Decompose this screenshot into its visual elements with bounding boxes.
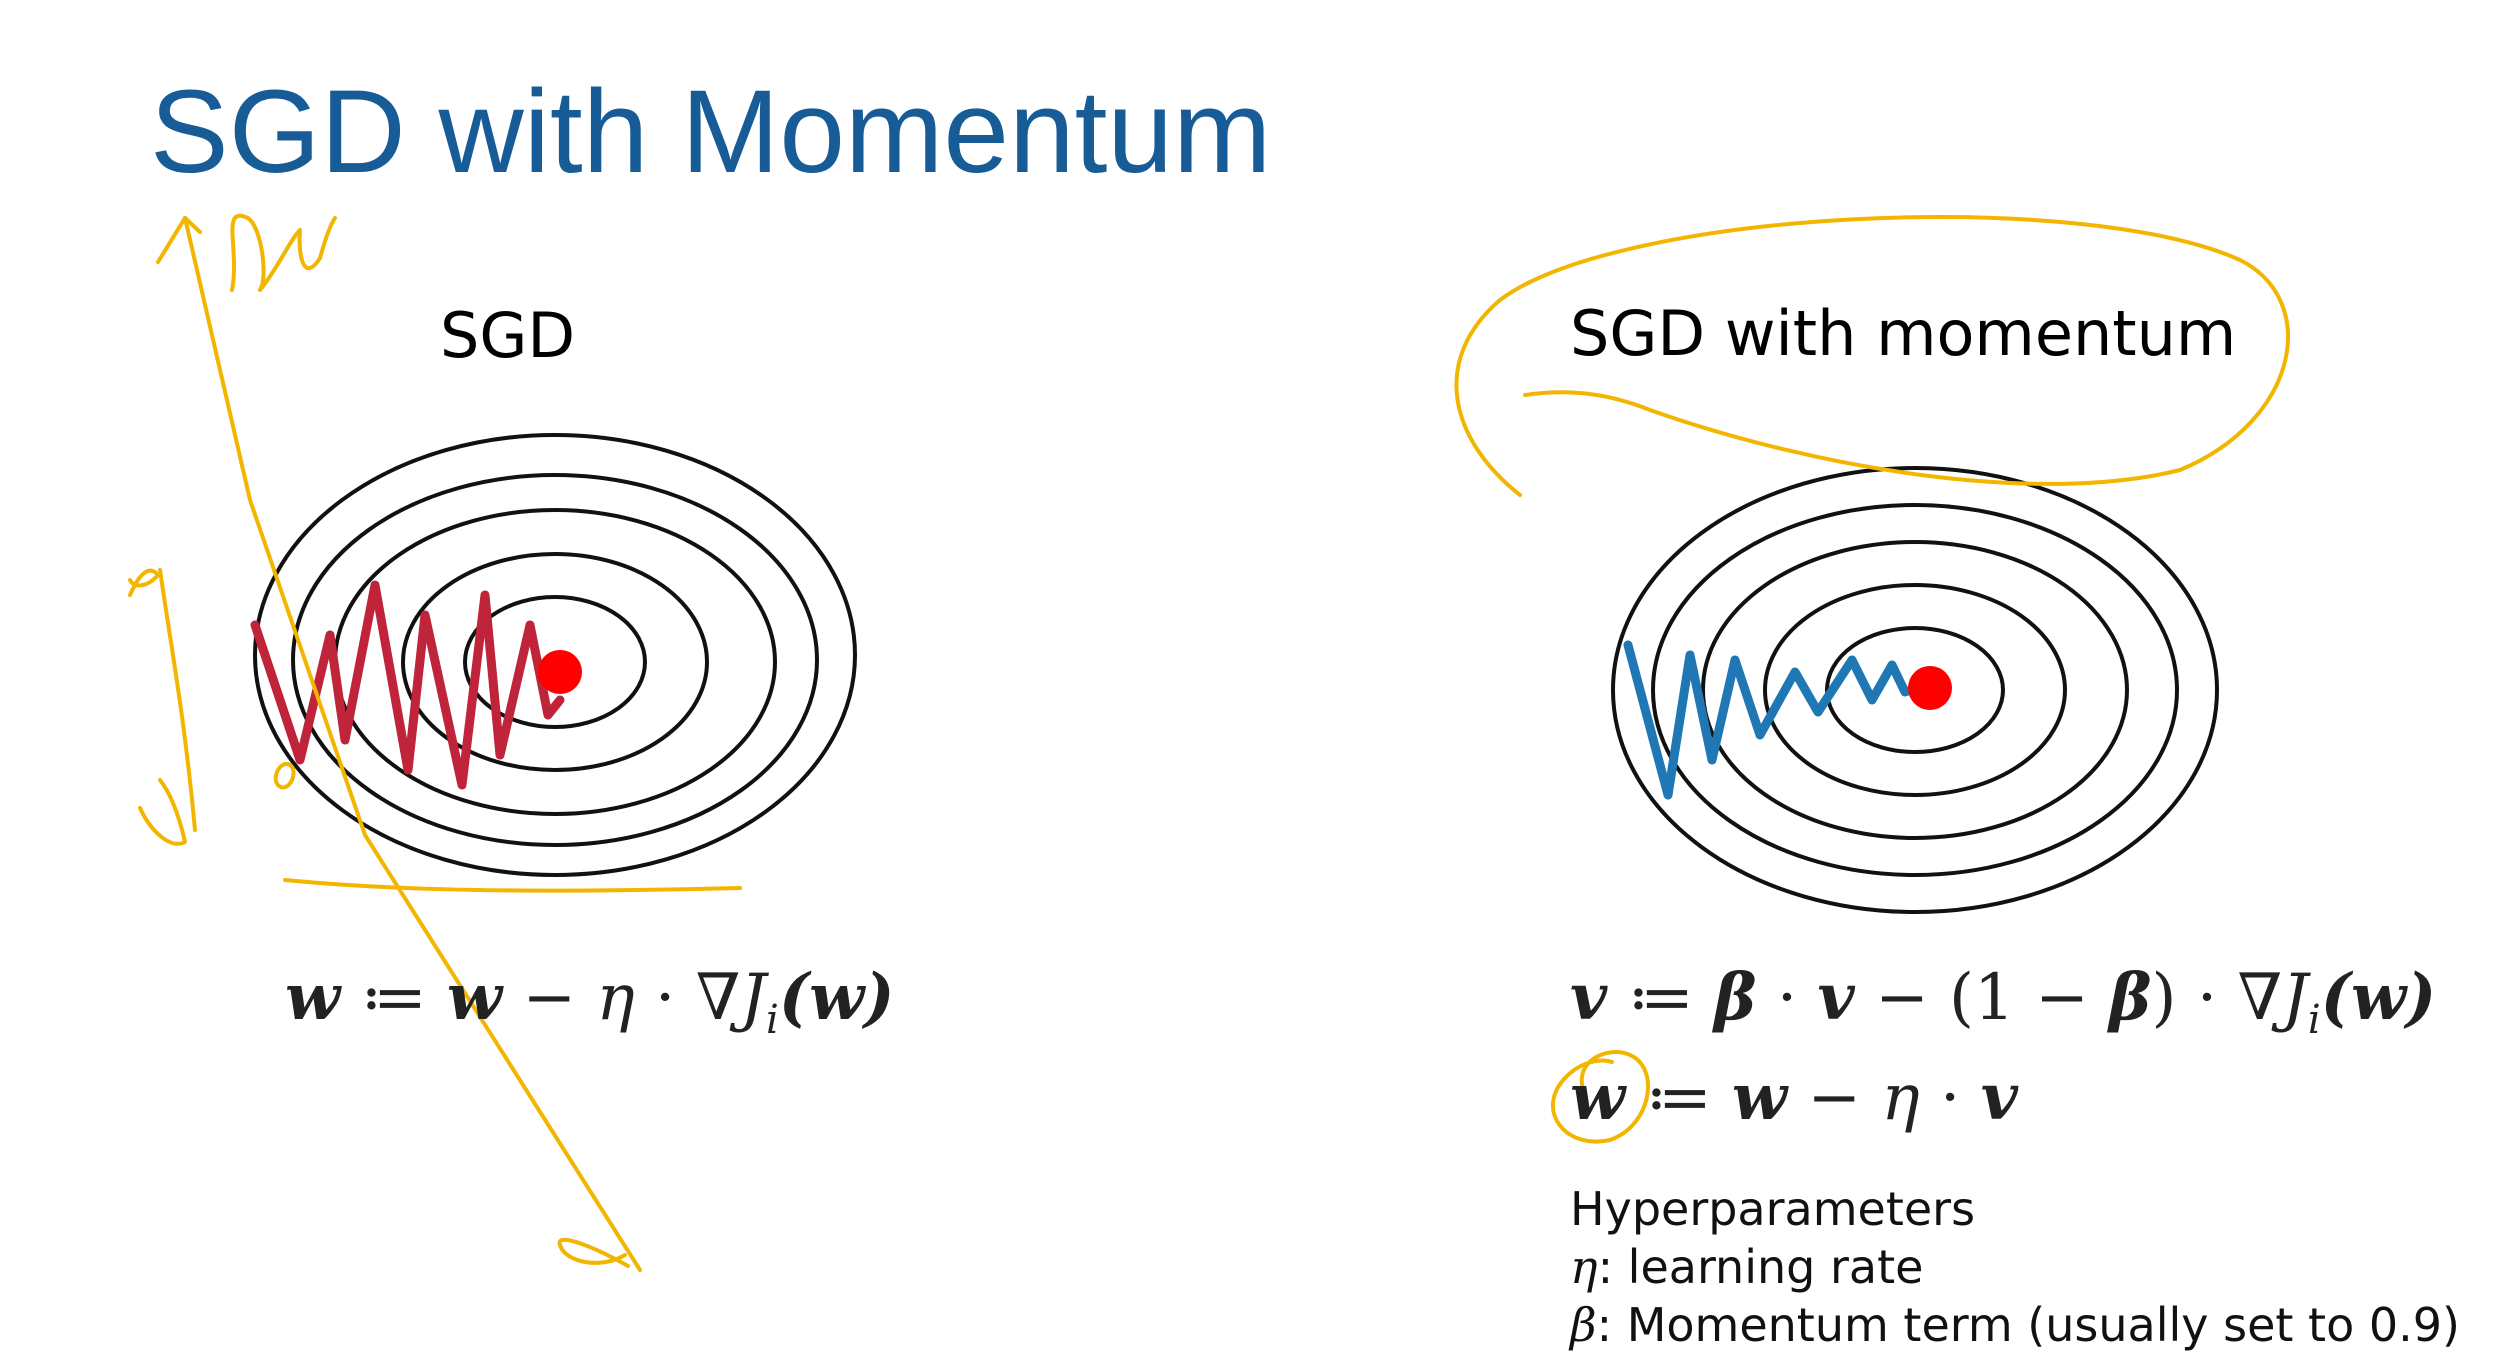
annotation-baseline	[283, 878, 742, 893]
momentum-panel-label: SGD with momentum	[1570, 297, 2237, 370]
eq-gradient: ∇J	[695, 961, 767, 1035]
sgd-contour-5	[463, 595, 647, 729]
eq-paren-close: )	[2151, 961, 2177, 1035]
eq-dot: ·	[1756, 961, 1818, 1035]
momentum-descent-path	[1623, 640, 1933, 800]
annotation-circle-around-w	[1551, 1049, 1650, 1144]
annotation-scribble-dv	[230, 213, 337, 292]
eq-eta: η	[1881, 1061, 1920, 1135]
eq-weight-symbol: w	[1570, 1060, 1626, 1135]
eq-argument: (w)	[778, 960, 895, 1035]
eq-subscript: i	[766, 996, 779, 1043]
eq-gradient: ∇J	[2237, 961, 2308, 1035]
eq-weight-symbol: w	[446, 960, 502, 1035]
sgd-contour-4	[401, 552, 709, 772]
eq-minus: −	[502, 961, 597, 1035]
eta-symbol: η	[1570, 1240, 1598, 1294]
eq-minus: −	[1854, 961, 1950, 1035]
hyperparameter-beta: β: Momentum term (usually set to 0.9)	[1570, 1296, 2460, 1354]
eq-eta: η	[596, 961, 635, 1035]
sgd-update-equation: w ≔ w − η · ∇Ji(w)	[285, 958, 894, 1060]
momentum-contour-plot	[1611, 466, 2219, 914]
eq-minus: −	[1787, 1061, 1882, 1135]
sgd-contour-1	[253, 433, 857, 877]
eq-beta: β	[1714, 960, 1757, 1035]
sgd-minimum-dot	[538, 650, 582, 694]
annotation-ellipse-around-label	[1454, 215, 2290, 497]
eq-velocity-symbol: v	[1570, 960, 1608, 1035]
beta-symbol: β	[1570, 1298, 1597, 1352]
momentum-contour-1	[1611, 466, 2219, 914]
eq-argument: (w)	[2320, 960, 2437, 1035]
eq-assign: ≔	[1607, 961, 1714, 1035]
eq-dot: ·	[634, 961, 696, 1035]
beta-description: : Momentum term (usually set to 0.9)	[1596, 1298, 2460, 1352]
annotation-scribble-bottom	[138, 778, 187, 846]
eq-weight-symbol: w	[1731, 1060, 1787, 1135]
momentum-contour-3	[1701, 540, 2129, 840]
eq-subscript: i	[2307, 996, 2321, 1043]
hyperparameter-eta: η: learning rate	[1570, 1238, 1923, 1296]
eq-beta: β	[2109, 960, 2152, 1035]
eq-paren-open: (1 −	[1949, 961, 2110, 1035]
sgd-panel-label: SGD	[440, 299, 576, 372]
slide-title: SGD with Momentum	[150, 66, 1272, 198]
momentum-velocity-equation: v ≔ β · v − (1 − β) · ∇Ji(w)	[1570, 958, 2436, 1060]
momentum-contour-5	[1825, 626, 2005, 754]
momentum-contour-2	[1651, 503, 2179, 877]
annotation-arrow-head	[156, 216, 202, 264]
handwritten-annotations	[128, 213, 2290, 1272]
eq-dot: ·	[1919, 1061, 1981, 1135]
sgd-descent-path	[250, 580, 565, 790]
annotation-arrow-up	[183, 216, 642, 1272]
momentum-contour-4	[1763, 583, 2067, 797]
hyperparameters-heading: Hyperparameters	[1570, 1182, 1976, 1236]
momentum-weight-equation: w ≔ w − η · v	[1570, 1058, 2018, 1138]
annotation-scribble-top	[128, 568, 160, 597]
eq-dot: ·	[2176, 961, 2238, 1035]
annotation-loop-bottom	[557, 1237, 630, 1268]
eq-assign: ≔	[1625, 1061, 1732, 1135]
eq-velocity-symbol: v	[1817, 960, 1855, 1035]
annotation-vertical-mark	[158, 568, 197, 832]
annotation-small-circle	[273, 761, 296, 790]
momentum-minimum-dot	[1908, 666, 1952, 710]
eta-description: : learning rate	[1597, 1240, 1924, 1294]
eq-assign: ≔	[340, 961, 447, 1035]
eq-velocity-symbol: v	[1980, 1060, 2018, 1135]
eq-weight-symbol: w	[285, 960, 341, 1035]
sgd-contour-2	[291, 473, 819, 847]
